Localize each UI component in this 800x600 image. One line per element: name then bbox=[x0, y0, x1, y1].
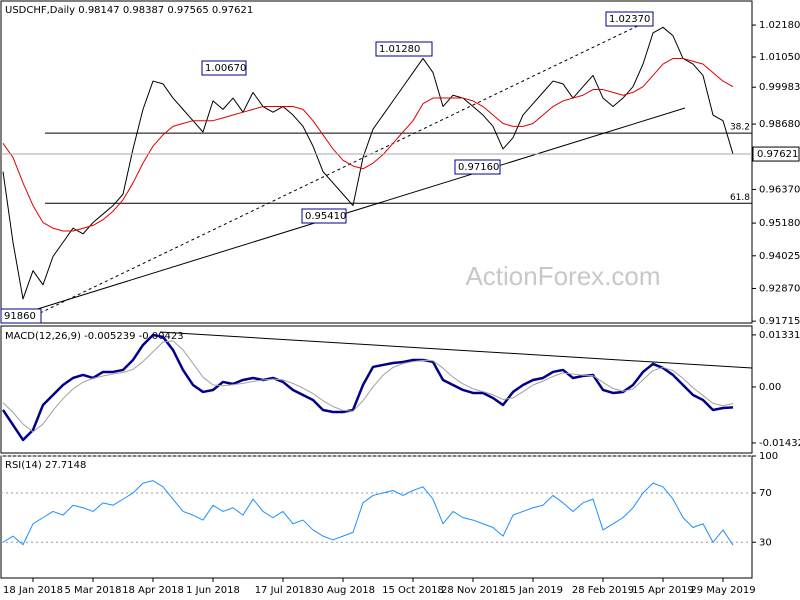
y-tick-label: 0.95180 bbox=[759, 218, 800, 229]
y-tick-label: 0.98680 bbox=[759, 119, 800, 130]
series-line bbox=[2, 26, 734, 300]
annotation-box bbox=[605, 11, 654, 27]
y-tick-label: 0.94025 bbox=[759, 251, 800, 262]
x-tick-label: 18 Jan 2018 bbox=[3, 585, 63, 596]
series-line bbox=[2, 340, 734, 433]
y-tick-label: -0.014323 bbox=[759, 438, 800, 449]
y-tick-label: 0.92870 bbox=[759, 283, 800, 294]
x-tick-label: 28 Nov 2018 bbox=[441, 585, 505, 596]
series-line bbox=[1, 333, 734, 442]
y-tick-label: 0.96370 bbox=[759, 184, 800, 195]
annotation: 1.01280 bbox=[379, 44, 420, 55]
x-tick-label: 15 Oct 2018 bbox=[382, 585, 444, 596]
y-tick-label: 30 bbox=[759, 537, 772, 548]
y-tick-label: 0.99983 bbox=[759, 82, 800, 93]
x-tick-label: 18 Apr 2018 bbox=[122, 585, 184, 596]
x-tick-label: 1 Jun 2018 bbox=[186, 585, 240, 596]
x-tick-label: 29 May 2019 bbox=[690, 585, 755, 596]
annotation-box bbox=[375, 41, 433, 57]
y-tick-label: 70 bbox=[759, 488, 772, 499]
price-panel bbox=[0, 0, 753, 324]
x-tick-label: 30 Aug 2018 bbox=[311, 585, 375, 596]
last-price-box bbox=[752, 146, 800, 162]
y-tick-label: 0.00 bbox=[759, 382, 781, 393]
series-line bbox=[2, 57, 734, 232]
x-tick-label: 15 Apr 2019 bbox=[632, 585, 694, 596]
x-tick-label: 28 Feb 2019 bbox=[572, 585, 634, 596]
annotation: 1.00670 bbox=[205, 63, 246, 74]
x-tick-label: 15 Jan 2019 bbox=[503, 585, 563, 596]
series-line bbox=[2, 480, 734, 546]
trend-line bbox=[14, 107, 686, 317]
annotation: 1.02370 bbox=[609, 14, 650, 25]
y-tick-label: 0.013319 bbox=[759, 330, 800, 341]
macd-panel bbox=[0, 325, 753, 454]
macd-title: MACD(12,26,9) -0.005239 -0.00423 bbox=[5, 331, 184, 342]
annotation: 0.95410 bbox=[305, 211, 346, 222]
macd-trend-line bbox=[159, 331, 753, 369]
y-tick-label: 0.91715 bbox=[759, 316, 800, 327]
channel-line bbox=[39, 19, 651, 314]
annotations: 91860 1.00670 0.95410 1.01280 0.97160 1.… bbox=[0, 11, 654, 324]
y-tick-label: 100 bbox=[759, 451, 778, 462]
y-tick-label: 1.02180 bbox=[759, 20, 800, 31]
watermark: ActionForex.com bbox=[465, 261, 660, 291]
fib-label: 38.2 bbox=[730, 123, 750, 133]
x-tick-label: 17 Jul 2018 bbox=[255, 585, 312, 596]
y-tick-label: 1.01050 bbox=[759, 52, 800, 63]
annotation-box bbox=[0, 308, 42, 324]
fib-label: 61.8 bbox=[730, 193, 750, 203]
last-price-label: 0.97621 bbox=[757, 149, 798, 160]
annotation: 0.97160 bbox=[458, 162, 499, 173]
annotation: 91860 bbox=[4, 311, 36, 322]
annotation-box bbox=[301, 208, 347, 224]
price-title: USDCHF,Daily 0.98147 0.98387 0.97565 0.9… bbox=[5, 5, 253, 16]
annotation-box bbox=[454, 159, 501, 175]
x-tick-label: 5 Mar 2018 bbox=[64, 585, 121, 596]
annotation-box bbox=[201, 60, 247, 76]
rsi-title: RSI(14) 27.7148 bbox=[5, 460, 86, 471]
